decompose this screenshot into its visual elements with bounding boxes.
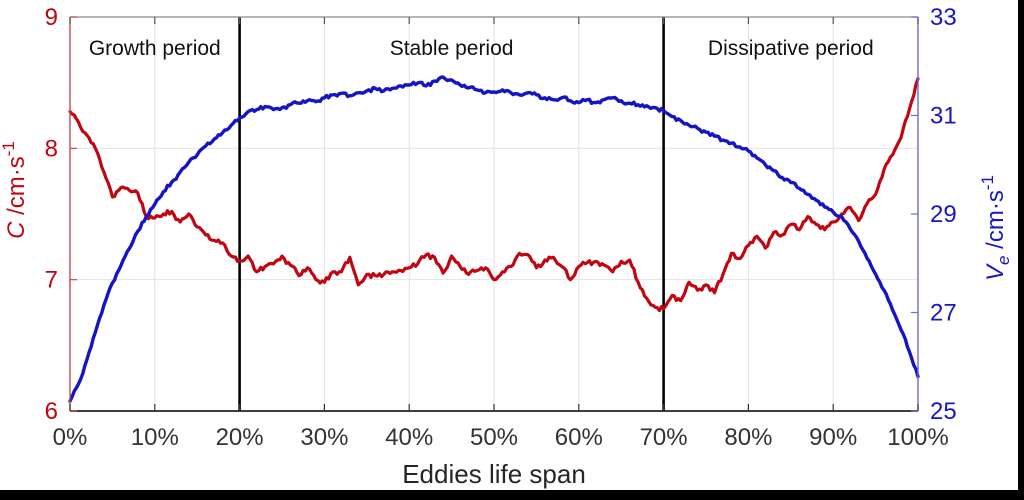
x-tick-label: 20% bbox=[216, 424, 264, 451]
left-axis-superscript: -1 bbox=[0, 141, 18, 156]
x-tick-label: 60% bbox=[555, 424, 603, 451]
x-axis-title: Eddies life span bbox=[402, 459, 586, 489]
right-axis-subscript: e bbox=[994, 255, 1013, 264]
left-tick-label: 6 bbox=[45, 398, 58, 425]
right-tick-label: 27 bbox=[930, 300, 957, 327]
x-tick-label: 100% bbox=[887, 424, 948, 451]
x-tick-label: 30% bbox=[300, 424, 348, 451]
period-annotations: Growth period Stable period Dissipative … bbox=[89, 37, 874, 60]
x-tick-label: 0% bbox=[53, 424, 88, 451]
period-divider-lines bbox=[238, 17, 665, 411]
dissipative-period-label: Dissipative period bbox=[708, 37, 874, 60]
axis-tick-labels: 0% 10% 20% 30% 40% 50% 60% 70% 80% 90% 100% 6 7 8 9 25 2… bbox=[45, 4, 957, 451]
growth-period-label: Growth period bbox=[89, 37, 221, 60]
left-tick-label: 8 bbox=[45, 135, 58, 162]
data-curves bbox=[68, 75, 920, 403]
gridlines bbox=[70, 17, 918, 411]
ve-curve bbox=[68, 75, 920, 403]
x-tick-label: 10% bbox=[131, 424, 179, 451]
left-tick-label: 7 bbox=[45, 267, 58, 294]
right-tick-label: 31 bbox=[930, 103, 957, 130]
screen-edge-right bbox=[1018, 0, 1024, 500]
left-tick-label: 9 bbox=[45, 4, 58, 31]
right-tick-label: 25 bbox=[930, 398, 957, 425]
x-tick-label: 40% bbox=[385, 424, 433, 451]
axis-tick-marks bbox=[69, 16, 919, 412]
c-curve bbox=[68, 77, 920, 313]
stable-period-label: Stable period bbox=[390, 37, 514, 60]
right-axis-symbol: V bbox=[982, 263, 1009, 281]
left-axis-title: C /cm·s-1 bbox=[0, 141, 30, 239]
right-axis-superscript: -1 bbox=[978, 175, 997, 190]
right-tick-label: 33 bbox=[930, 4, 957, 31]
x-tick-label: 70% bbox=[640, 424, 688, 451]
right-axis-title: Ve /cm·s-1 bbox=[978, 175, 1013, 281]
right-axis-unit: /cm·s bbox=[982, 190, 1009, 255]
left-axis-unit: /cm·s bbox=[3, 156, 30, 221]
x-tick-label: 50% bbox=[470, 424, 518, 451]
right-tick-label: 29 bbox=[930, 201, 957, 228]
left-axis-symbol: C bbox=[3, 221, 30, 239]
x-tick-label: 90% bbox=[809, 424, 857, 451]
x-tick-label: 80% bbox=[724, 424, 772, 451]
screen-edge-bottom bbox=[0, 490, 1024, 500]
